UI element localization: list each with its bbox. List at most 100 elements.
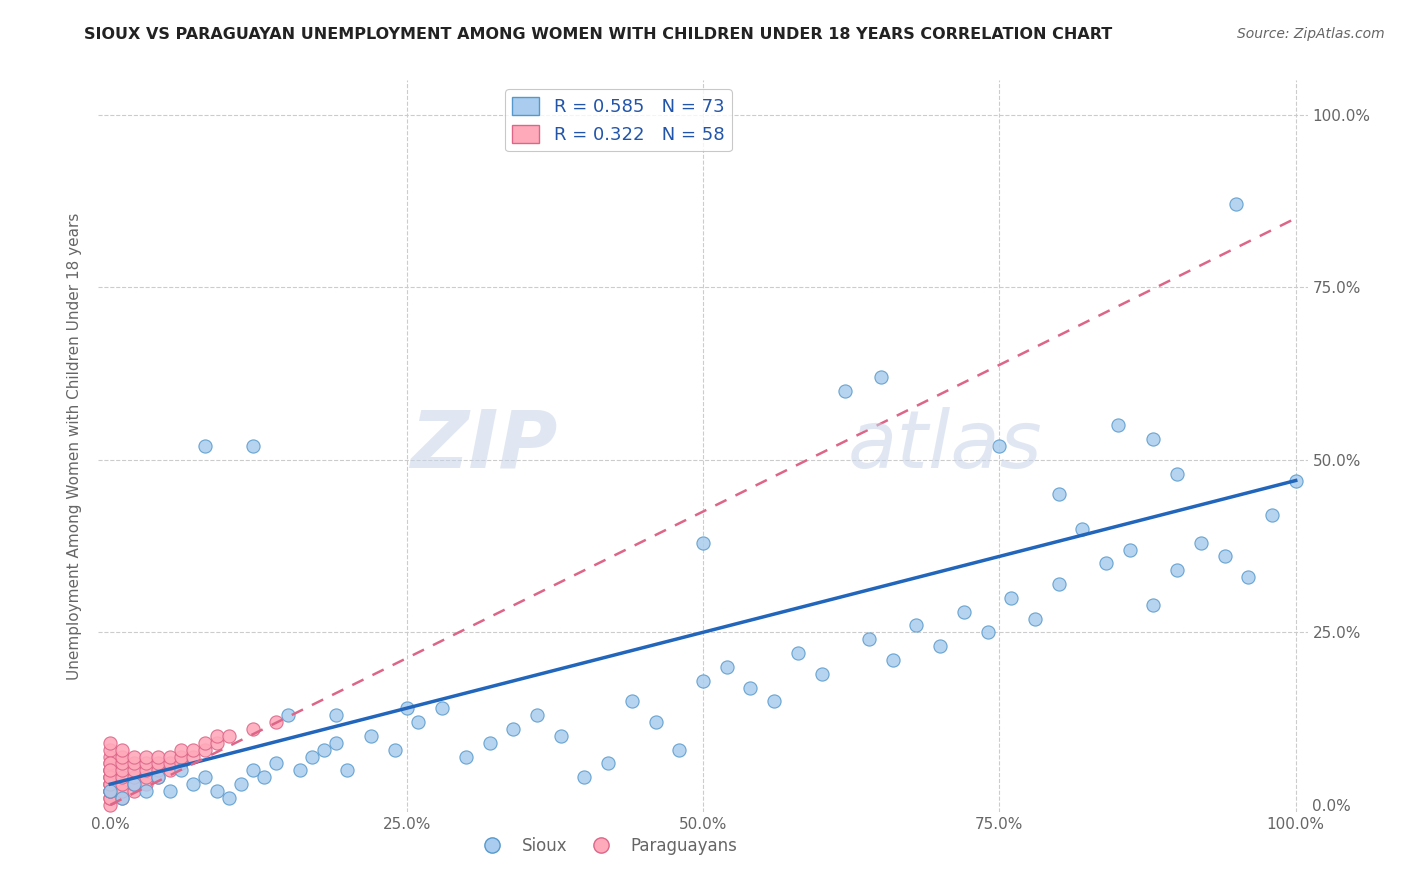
Point xyxy=(146,749,169,764)
Point xyxy=(218,791,240,805)
Point xyxy=(122,764,145,778)
Point xyxy=(170,742,193,756)
Point xyxy=(242,722,264,736)
Point xyxy=(1142,598,1164,612)
Text: Source: ZipAtlas.com: Source: ZipAtlas.com xyxy=(1237,27,1385,41)
Point xyxy=(98,797,121,812)
Point xyxy=(1166,563,1188,577)
Point xyxy=(181,749,204,764)
Point xyxy=(229,777,252,791)
Point xyxy=(98,777,121,791)
Point xyxy=(1000,591,1022,605)
Point xyxy=(432,701,454,715)
Point xyxy=(146,770,169,784)
Point xyxy=(98,764,121,778)
Point xyxy=(111,784,134,798)
Point xyxy=(218,729,240,743)
Point xyxy=(122,777,145,791)
Point xyxy=(98,777,121,791)
Point xyxy=(644,714,666,729)
Point xyxy=(122,756,145,771)
Point xyxy=(336,764,359,778)
Point xyxy=(159,749,181,764)
Text: SIOUX VS PARAGUAYAN UNEMPLOYMENT AMONG WOMEN WITH CHILDREN UNDER 18 YEARS CORREL: SIOUX VS PARAGUAYAN UNEMPLOYMENT AMONG W… xyxy=(84,27,1112,42)
Point xyxy=(98,784,121,798)
Point xyxy=(170,764,193,778)
Point xyxy=(170,756,193,771)
Point xyxy=(98,756,121,771)
Point xyxy=(122,777,145,791)
Point xyxy=(716,660,738,674)
Point xyxy=(98,784,121,798)
Point xyxy=(668,742,690,756)
Point xyxy=(98,770,121,784)
Point xyxy=(146,764,169,778)
Y-axis label: Unemployment Among Women with Children Under 18 years: Unemployment Among Women with Children U… xyxy=(67,212,83,680)
Point xyxy=(905,618,928,632)
Point xyxy=(1071,522,1094,536)
Point xyxy=(1213,549,1236,564)
Point xyxy=(205,729,228,743)
Point xyxy=(98,770,121,784)
Point xyxy=(194,742,217,756)
Point xyxy=(526,708,548,723)
Point xyxy=(111,742,134,756)
Point xyxy=(242,764,264,778)
Point xyxy=(740,681,762,695)
Point xyxy=(242,439,264,453)
Point xyxy=(869,370,891,384)
Point xyxy=(1119,542,1142,557)
Point xyxy=(135,756,157,771)
Point xyxy=(478,736,501,750)
Point xyxy=(620,694,643,708)
Point xyxy=(1261,508,1284,522)
Point xyxy=(408,714,430,729)
Point xyxy=(502,722,524,736)
Point xyxy=(122,770,145,784)
Point xyxy=(194,736,217,750)
Point xyxy=(111,770,134,784)
Point xyxy=(159,764,181,778)
Point xyxy=(181,777,204,791)
Point xyxy=(146,756,169,771)
Point xyxy=(253,770,276,784)
Point xyxy=(205,784,228,798)
Legend: Sioux, Paraguayans: Sioux, Paraguayans xyxy=(468,830,744,862)
Point xyxy=(1107,418,1129,433)
Point xyxy=(122,784,145,798)
Point xyxy=(135,749,157,764)
Point xyxy=(325,736,347,750)
Point xyxy=(98,791,121,805)
Point xyxy=(111,756,134,771)
Point xyxy=(574,770,596,784)
Point xyxy=(810,666,832,681)
Point xyxy=(301,749,323,764)
Point xyxy=(882,653,904,667)
Point xyxy=(360,729,382,743)
Point xyxy=(1285,474,1308,488)
Point xyxy=(98,777,121,791)
Text: ZIP: ZIP xyxy=(411,407,558,485)
Point xyxy=(1047,577,1070,591)
Point xyxy=(1047,487,1070,501)
Point xyxy=(135,777,157,791)
Point xyxy=(1095,557,1118,571)
Point xyxy=(98,749,121,764)
Point xyxy=(111,777,134,791)
Point xyxy=(763,694,786,708)
Point xyxy=(264,756,287,771)
Point xyxy=(205,736,228,750)
Point xyxy=(135,770,157,784)
Point xyxy=(135,784,157,798)
Point xyxy=(325,708,347,723)
Point xyxy=(111,791,134,805)
Point xyxy=(1142,432,1164,446)
Point xyxy=(988,439,1011,453)
Point xyxy=(194,439,217,453)
Point xyxy=(976,625,998,640)
Point xyxy=(929,639,952,653)
Point xyxy=(170,749,193,764)
Point xyxy=(1024,611,1046,625)
Point xyxy=(98,784,121,798)
Point xyxy=(194,770,217,784)
